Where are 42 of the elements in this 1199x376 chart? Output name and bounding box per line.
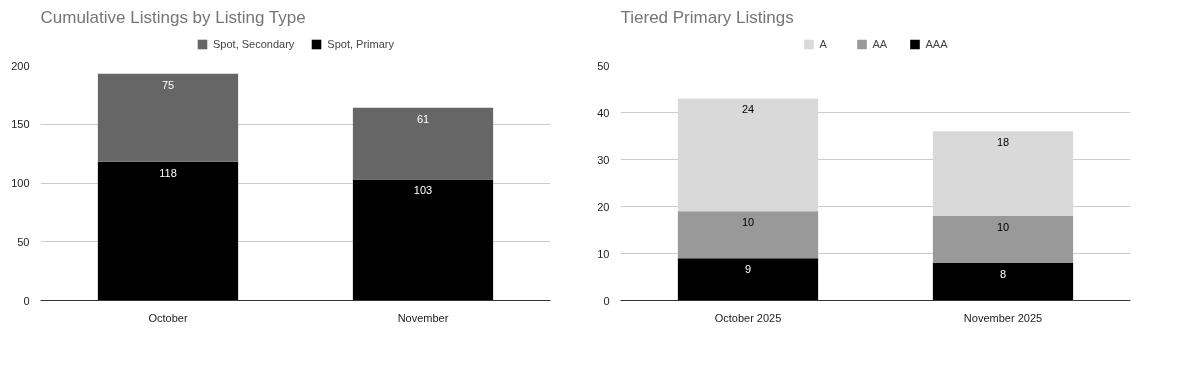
x-tick-label: November 2025 — [963, 311, 1043, 324]
bar — [97, 73, 239, 162]
y-tick-label: 50 — [17, 235, 30, 248]
bar — [352, 107, 494, 180]
data-label: 75 — [161, 78, 175, 91]
y-tick-label: 30 — [597, 153, 610, 166]
data-label: 9 — [744, 263, 752, 276]
y-tick-label: 150 — [11, 118, 30, 131]
y-tick-label: 0 — [23, 294, 30, 307]
legend-label: AAA — [925, 38, 948, 50]
y-tick-label: 200 — [11, 59, 30, 72]
data-label: 61 — [416, 112, 430, 125]
data-label: 118 — [159, 166, 177, 179]
x-tick-label: October — [148, 311, 188, 324]
legend-label: Spot, Primary — [327, 38, 394, 50]
y-tick-label: 40 — [597, 106, 610, 119]
y-tick-label: 0 — [603, 294, 610, 307]
data-label: 10 — [741, 216, 755, 229]
bar — [97, 161, 239, 301]
chart-title: Cumulative Listings by Listing Type — [40, 7, 306, 27]
bar — [932, 262, 1074, 301]
y-tick-label: 20 — [597, 200, 610, 213]
data-label: 103 — [413, 184, 433, 197]
y-tick-label: 50 — [597, 59, 610, 72]
data-label: 24 — [741, 103, 755, 116]
x-tick-label: November — [397, 311, 449, 324]
legend-label: A — [819, 38, 828, 50]
data-label: 10 — [996, 220, 1010, 233]
legend-label: AA — [872, 38, 889, 50]
data-label: 8 — [999, 267, 1007, 280]
y-tick-label: 10 — [597, 247, 610, 260]
legend-label: Spot, Secondary — [213, 38, 295, 50]
chart-title: Tiered Primary Listings — [620, 7, 794, 27]
data-label: 18 — [996, 136, 1010, 149]
x-tick-label: October 2025 — [714, 311, 782, 324]
bar — [677, 98, 819, 212]
y-tick-label: 100 — [11, 177, 30, 189]
bar — [932, 131, 1074, 216]
bar — [677, 211, 819, 259]
bar — [352, 179, 494, 301]
bar — [677, 258, 819, 301]
bar — [932, 215, 1074, 263]
